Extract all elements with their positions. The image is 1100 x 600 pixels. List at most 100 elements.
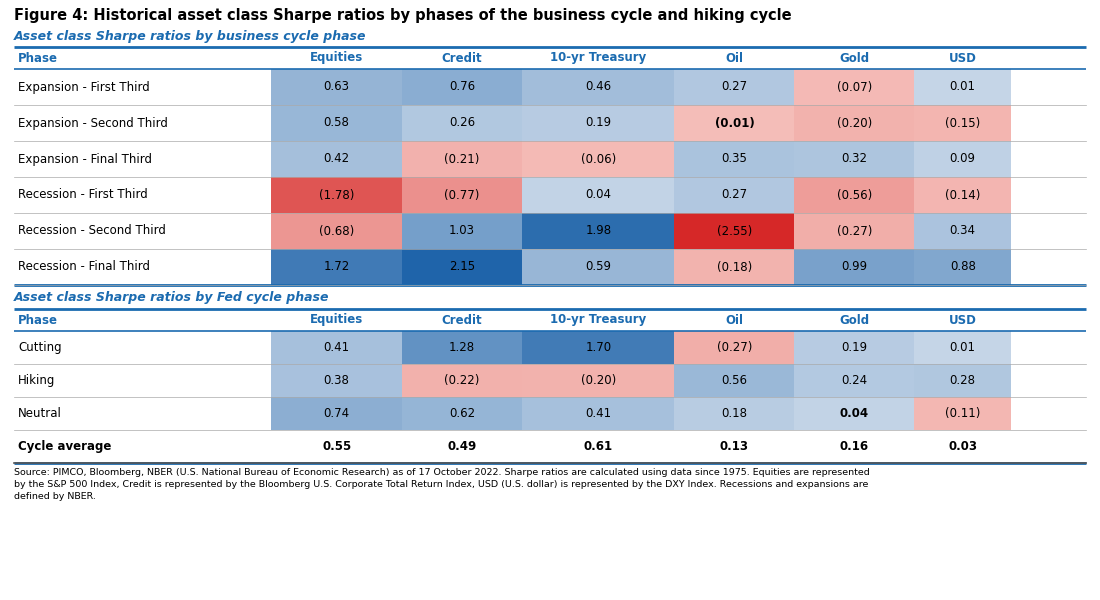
- Bar: [522, 364, 674, 397]
- Bar: [272, 177, 403, 213]
- Text: (2.55): (2.55): [717, 224, 752, 238]
- Text: (0.22): (0.22): [444, 374, 480, 387]
- Bar: [914, 105, 1011, 141]
- Text: 0.13: 0.13: [719, 440, 749, 453]
- Text: 0.34: 0.34: [949, 224, 976, 238]
- Bar: [272, 69, 403, 105]
- Text: 0.32: 0.32: [842, 152, 868, 166]
- Text: (0.14): (0.14): [945, 188, 980, 202]
- Text: (0.11): (0.11): [945, 407, 980, 420]
- Text: (0.77): (0.77): [444, 188, 480, 202]
- Bar: [522, 213, 674, 249]
- Bar: [674, 213, 794, 249]
- Text: 0.01: 0.01: [949, 341, 976, 354]
- Text: Neutral: Neutral: [18, 407, 62, 420]
- Text: 0.01: 0.01: [949, 80, 976, 94]
- Bar: [403, 331, 522, 364]
- Bar: [794, 213, 914, 249]
- Text: 0.35: 0.35: [722, 152, 747, 166]
- Bar: [272, 430, 403, 463]
- Text: (0.27): (0.27): [717, 341, 752, 354]
- Bar: [403, 364, 522, 397]
- Text: Source: PIMCO, Bloomberg, NBER (U.S. National Bureau of Economic Research) as of: Source: PIMCO, Bloomberg, NBER (U.S. Nat…: [14, 468, 870, 500]
- Text: Phase: Phase: [18, 313, 58, 326]
- Bar: [794, 69, 914, 105]
- Text: 10-yr Treasury: 10-yr Treasury: [550, 313, 647, 326]
- Bar: [272, 364, 403, 397]
- Text: Equities: Equities: [310, 313, 363, 326]
- Text: Gold: Gold: [839, 52, 869, 64]
- Text: 0.88: 0.88: [949, 260, 976, 274]
- Text: 0.41: 0.41: [585, 407, 612, 420]
- Text: 0.42: 0.42: [323, 152, 350, 166]
- Text: Expansion - Final Third: Expansion - Final Third: [18, 152, 152, 166]
- Bar: [522, 69, 674, 105]
- Bar: [403, 141, 522, 177]
- Text: (0.01): (0.01): [715, 116, 755, 130]
- Bar: [272, 213, 403, 249]
- Bar: [914, 177, 1011, 213]
- Bar: [403, 397, 522, 430]
- Text: (0.15): (0.15): [945, 116, 980, 130]
- Text: 0.41: 0.41: [323, 341, 350, 354]
- Text: Credit: Credit: [442, 313, 483, 326]
- Text: Equities: Equities: [310, 52, 363, 64]
- Text: Expansion - First Third: Expansion - First Third: [18, 80, 150, 94]
- Text: 1.70: 1.70: [585, 341, 612, 354]
- Text: (0.07): (0.07): [837, 80, 872, 94]
- Text: Figure 4: Historical asset class Sharpe ratios by phases of the business cycle a: Figure 4: Historical asset class Sharpe …: [14, 8, 792, 23]
- Text: 0.46: 0.46: [585, 80, 612, 94]
- Text: 0.62: 0.62: [449, 407, 475, 420]
- Bar: [674, 364, 794, 397]
- Text: 0.74: 0.74: [323, 407, 350, 420]
- Bar: [522, 430, 674, 463]
- Text: 0.38: 0.38: [323, 374, 350, 387]
- Text: 0.18: 0.18: [722, 407, 747, 420]
- Bar: [674, 249, 794, 285]
- Text: 1.28: 1.28: [449, 341, 475, 354]
- Bar: [674, 331, 794, 364]
- Text: (1.78): (1.78): [319, 188, 354, 202]
- Text: Recession - Second Third: Recession - Second Third: [18, 224, 166, 238]
- Text: 0.24: 0.24: [842, 374, 868, 387]
- Bar: [914, 430, 1011, 463]
- Bar: [674, 397, 794, 430]
- Text: 0.09: 0.09: [949, 152, 976, 166]
- Bar: [403, 249, 522, 285]
- Bar: [403, 213, 522, 249]
- Bar: [674, 141, 794, 177]
- Bar: [914, 69, 1011, 105]
- Text: 0.26: 0.26: [449, 116, 475, 130]
- Text: 0.19: 0.19: [585, 116, 612, 130]
- Text: Cutting: Cutting: [18, 341, 62, 354]
- Text: 0.19: 0.19: [842, 341, 868, 354]
- Text: (0.18): (0.18): [717, 260, 752, 274]
- Text: (0.20): (0.20): [837, 116, 872, 130]
- Bar: [794, 105, 914, 141]
- Text: Gold: Gold: [839, 313, 869, 326]
- Bar: [674, 177, 794, 213]
- Text: Oil: Oil: [725, 313, 744, 326]
- Bar: [403, 69, 522, 105]
- Text: USD: USD: [949, 52, 977, 64]
- Text: (0.20): (0.20): [581, 374, 616, 387]
- Text: 10-yr Treasury: 10-yr Treasury: [550, 52, 647, 64]
- Text: 0.16: 0.16: [840, 440, 869, 453]
- Text: 0.99: 0.99: [842, 260, 868, 274]
- Bar: [272, 397, 403, 430]
- Text: 0.27: 0.27: [722, 80, 747, 94]
- Text: Oil: Oil: [725, 52, 744, 64]
- Text: 2.15: 2.15: [449, 260, 475, 274]
- Text: Recession - First Third: Recession - First Third: [18, 188, 147, 202]
- Text: 1.72: 1.72: [323, 260, 350, 274]
- Text: 0.28: 0.28: [949, 374, 976, 387]
- Bar: [914, 141, 1011, 177]
- Text: Asset class Sharpe ratios by business cycle phase: Asset class Sharpe ratios by business cy…: [14, 30, 366, 43]
- Text: 0.76: 0.76: [449, 80, 475, 94]
- Bar: [794, 430, 914, 463]
- Text: 0.58: 0.58: [323, 116, 350, 130]
- Bar: [674, 105, 794, 141]
- Bar: [914, 331, 1011, 364]
- Bar: [674, 69, 794, 105]
- Text: 0.56: 0.56: [722, 374, 747, 387]
